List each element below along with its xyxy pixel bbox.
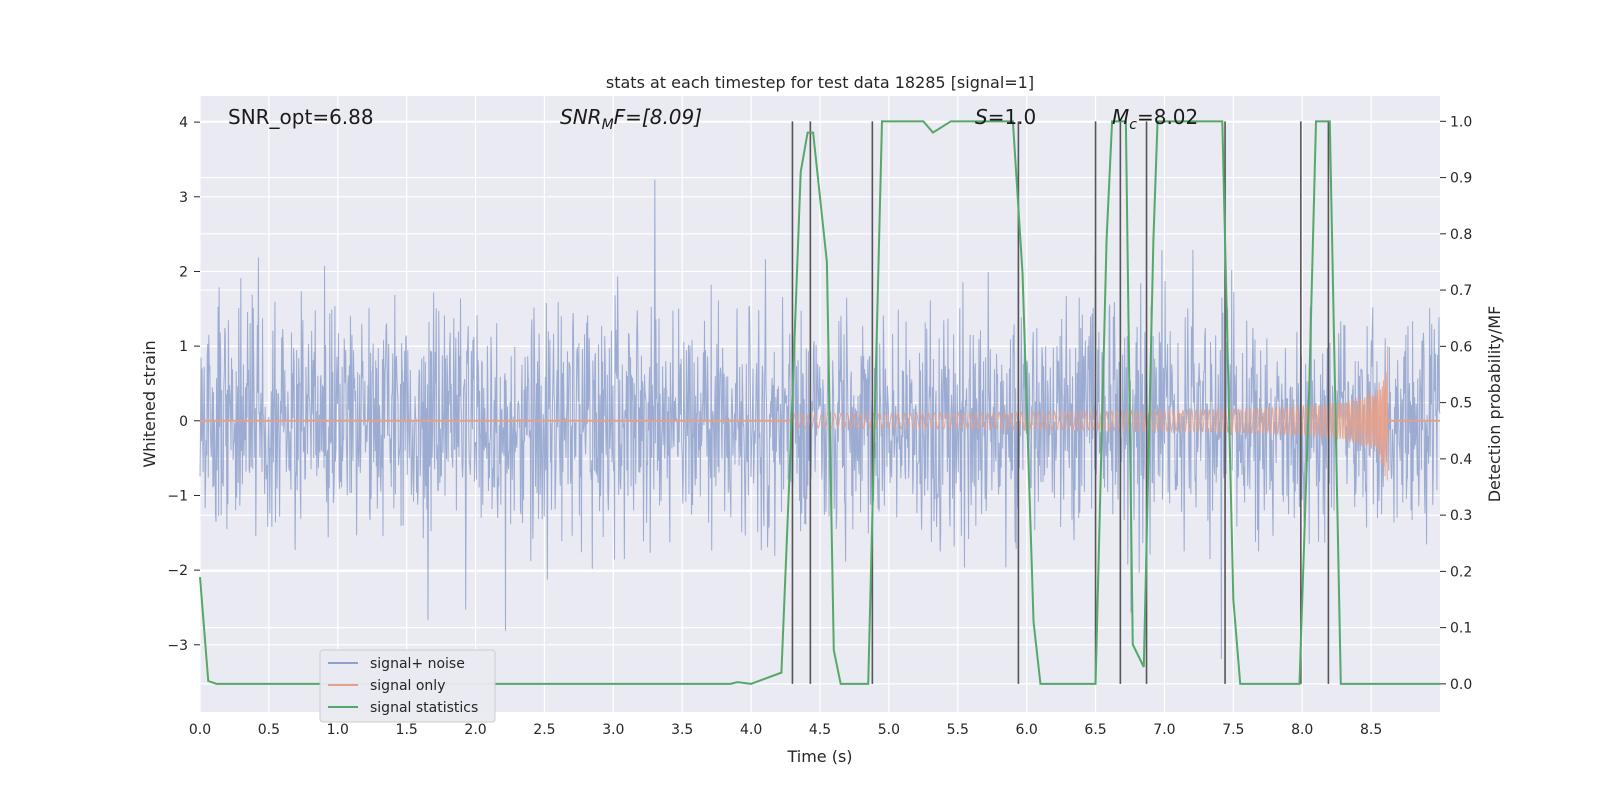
- x-tick-label: 6.0: [1016, 722, 1038, 738]
- y-right-tick-label: 0.8: [1450, 227, 1472, 243]
- y-right-tick-label: 0.2: [1450, 564, 1472, 580]
- y-axis-label-right: Detection probability/MF: [1485, 306, 1504, 503]
- y-left-tick-label: 1: [179, 339, 188, 355]
- x-tick-label: 1.5: [396, 722, 418, 738]
- legend-label-signal-noise: signal+ noise: [370, 656, 465, 672]
- annotation-mc: Mc=8.02: [1112, 105, 1198, 133]
- y-left-tick-label: 4: [179, 115, 188, 131]
- x-tick-label: 5.0: [878, 722, 900, 738]
- y-right-tick-label: 0.7: [1450, 283, 1472, 299]
- y-right-tick-label: 0.3: [1450, 508, 1472, 524]
- x-tick-label: 0.5: [258, 722, 280, 738]
- x-axis-label: Time (s): [786, 747, 852, 766]
- x-tick-label: 5.5: [947, 722, 969, 738]
- axis-ticks: 0.0 0.5 1.0 1.5 2.0 2.5 3.0 3.5 4.0 4.5 5.0 5.5 6.0 6…: [167, 114, 1472, 738]
- x-tick-label: 6.5: [1084, 722, 1106, 738]
- annotation-s: S=1.0: [975, 105, 1036, 129]
- series-signal-statistics: [199, 120, 1440, 685]
- legend-box: [319, 649, 496, 723]
- series-signal-only: [200, 346, 1440, 481]
- x-tick-label: 2.5: [533, 722, 555, 738]
- y-right-tick-label: 1.0: [1450, 114, 1472, 130]
- x-tick-label: 2.0: [464, 722, 486, 738]
- chart-title: stats at each timestep for test data 182…: [606, 73, 1034, 92]
- signal-statistics-line: [199, 120, 1440, 685]
- y-right-tick-label: 0.0: [1450, 677, 1472, 693]
- y-left-tick-label: −3: [167, 638, 188, 654]
- legend-label-signal-statistics: signal statistics: [370, 700, 478, 716]
- x-tick-label: 7.0: [1153, 722, 1175, 738]
- y-left-tick-label: −1: [167, 488, 188, 504]
- x-tick-label: 8.0: [1291, 722, 1313, 738]
- x-tick-label: 8.5: [1360, 722, 1382, 738]
- signal-chirp: [791, 346, 1389, 481]
- y-axis-label-left: Whitened strain: [140, 340, 159, 467]
- x-tick-label: 0.0: [189, 722, 211, 738]
- y-left-tick-label: −2: [167, 563, 188, 579]
- y-right-tick-label: 0.1: [1450, 621, 1472, 637]
- x-tick-label: 1.0: [327, 722, 349, 738]
- series-signal-noise: [199, 179, 1441, 660]
- x-tick-label: 4.0: [740, 722, 762, 738]
- annotation-snr-mf: SNRMF=[8.09]: [560, 105, 702, 133]
- legend: signal+ noise signal only signal statist…: [319, 649, 496, 723]
- y-right-tick-label: 0.5: [1450, 396, 1472, 412]
- y-left-tick-label: 2: [179, 264, 188, 280]
- x-tick-label: 4.5: [809, 722, 831, 738]
- y-left-tick-label: 0: [179, 414, 188, 430]
- x-tick-label: 3.0: [602, 722, 624, 738]
- y-left-tick-label: 3: [179, 190, 188, 206]
- legend-label-signal-only: signal only: [370, 678, 445, 694]
- y-right-tick-label: 0.6: [1450, 339, 1472, 355]
- y-right-tick-label: 0.9: [1450, 171, 1472, 187]
- noise-line: [199, 179, 1441, 660]
- y-right-tick-label: 0.4: [1450, 452, 1472, 468]
- x-tick-label: 3.5: [671, 722, 693, 738]
- x-tick-label: 7.5: [1222, 722, 1244, 738]
- annotation-snr-opt: SNR_opt=6.88: [228, 105, 374, 129]
